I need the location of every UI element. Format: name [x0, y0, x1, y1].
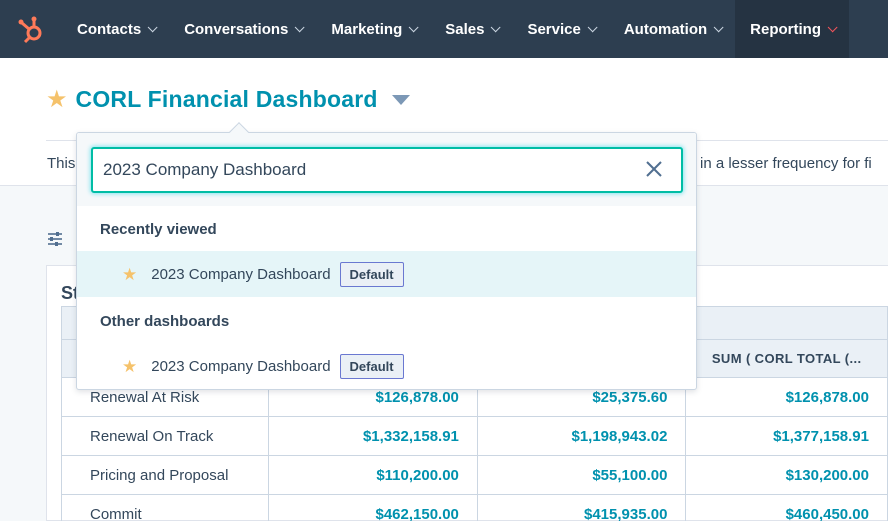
cell-value[interactable]: $1,332,158.91	[268, 416, 478, 456]
table-row: Pricing and Proposal $110,200.00 $55,100…	[60, 455, 888, 495]
caret-down-icon[interactable]	[391, 94, 410, 105]
row-label: Renewal On Track	[60, 416, 270, 456]
dashboard-title-row: ★ CORL Financial Dashboard	[46, 86, 410, 113]
row-label: Pricing and Proposal	[60, 455, 270, 495]
dashboard-description-tail: in a lesser frequency for fi	[700, 155, 872, 172]
dashboard-title[interactable]: CORL Financial Dashboard	[75, 86, 378, 112]
table-row: Commit $462,150.00 $415,935.00 $460,450.…	[60, 494, 888, 521]
dashboard-search-input[interactable]	[103, 149, 633, 191]
nav-label: Sales	[445, 20, 485, 38]
top-navigation: Contacts Conversations Marketing Sales S…	[0, 0, 888, 58]
chevron-down-icon	[408, 21, 419, 32]
cell-value[interactable]: $460,450.00	[685, 494, 888, 521]
column-header-sum-corl-total[interactable]: SUM ( CORL TOTAL (...	[685, 339, 888, 378]
dashboard-option-name: 2023 Company Dashboard	[151, 265, 331, 283]
chevron-down-icon	[147, 21, 158, 32]
cell-value[interactable]: $462,150.00	[268, 494, 478, 521]
recently-viewed-heading: Recently viewed	[100, 221, 217, 238]
nav-label: Contacts	[77, 20, 142, 38]
dropdown-search-area	[77, 133, 696, 206]
chevron-down-icon	[713, 21, 724, 32]
dashboard-description: This	[47, 155, 76, 172]
cell-value[interactable]: $110,200.00	[268, 455, 478, 495]
nav-label: Marketing	[331, 20, 403, 38]
nav-contacts[interactable]: Contacts	[62, 0, 169, 58]
chevron-down-icon	[587, 21, 598, 32]
hubspot-logo-icon[interactable]	[0, 0, 62, 58]
nav-sales[interactable]: Sales	[430, 0, 512, 58]
search-box	[91, 147, 683, 193]
dashboard-option[interactable]: ★ 2023 Company Dashboard Default	[77, 251, 696, 297]
nav-label: Reporting	[750, 20, 821, 38]
cell-value[interactable]: $55,100.00	[476, 455, 687, 495]
default-badge: Default	[339, 353, 404, 379]
dashboard-option[interactable]: ★ 2023 Company Dashboard Default	[77, 343, 696, 389]
chevron-down-icon	[491, 21, 502, 32]
dashboard-option-name: 2023 Company Dashboard	[151, 357, 331, 375]
favorite-star-icon[interactable]: ★	[122, 264, 138, 284]
nav-marketing[interactable]: Marketing	[316, 0, 430, 58]
cell-value[interactable]: $415,935.00	[476, 494, 687, 521]
chevron-down-icon	[827, 21, 838, 32]
nav-label: Service	[527, 20, 581, 38]
nav-label: Conversations	[184, 20, 289, 38]
table-row: Renewal On Track $1,332,158.91 $1,198,94…	[60, 416, 888, 456]
cell-value[interactable]: $1,377,158.91	[685, 416, 888, 456]
row-label: Commit	[60, 494, 270, 521]
cell-value[interactable]: $126,878.00	[685, 377, 888, 417]
report-title: St	[61, 283, 79, 303]
nav-label: Automation	[623, 20, 708, 38]
table-header-cell	[685, 306, 888, 340]
favorite-star-icon[interactable]: ★	[122, 356, 138, 376]
cell-value[interactable]: $130,200.00	[685, 455, 888, 495]
filter-sliders-icon[interactable]	[47, 232, 63, 246]
default-badge: Default	[339, 261, 404, 287]
clear-search-icon[interactable]	[645, 160, 663, 178]
dashboard-switcher-dropdown: Recently viewed ★ 2023 Company Dashboard…	[76, 122, 697, 390]
favorite-star-icon[interactable]: ★	[46, 85, 68, 113]
nav-conversations[interactable]: Conversations	[169, 0, 316, 58]
nav-spacer	[849, 0, 888, 58]
nav-reporting[interactable]: Reporting	[735, 0, 849, 58]
cell-value[interactable]: $1,198,943.02	[476, 416, 687, 456]
nav-automation[interactable]: Automation	[609, 0, 735, 58]
other-dashboards-heading: Other dashboards	[100, 313, 230, 330]
chevron-down-icon	[295, 21, 305, 32]
nav-service[interactable]: Service	[512, 0, 608, 58]
